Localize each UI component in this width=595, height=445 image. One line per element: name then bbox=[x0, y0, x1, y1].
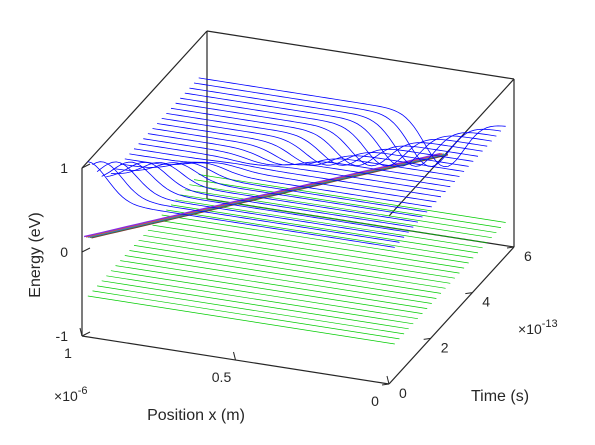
conduction-band-line bbox=[193, 82, 502, 167]
conduction-band-line bbox=[92, 161, 400, 243]
y-tick bbox=[506, 246, 515, 249]
y-tick bbox=[465, 292, 473, 295]
y-tick-label: 4 bbox=[482, 294, 490, 310]
box-edge bbox=[206, 30, 515, 80]
conduction-band-line bbox=[161, 118, 469, 167]
valence-band-line bbox=[115, 265, 423, 314]
valence-band-line bbox=[180, 194, 488, 244]
conduction-band-line bbox=[120, 162, 428, 213]
y-tick bbox=[423, 337, 431, 340]
conduction-band-line bbox=[198, 77, 506, 168]
valence-band-line bbox=[129, 250, 437, 299]
valence-band-line bbox=[175, 199, 483, 249]
y-axis-label: Time (s) bbox=[471, 388, 529, 405]
conduction-band-line bbox=[124, 158, 432, 208]
conduction-band-series bbox=[87, 77, 506, 248]
x-tick bbox=[233, 351, 236, 361]
valence-band-line bbox=[161, 214, 469, 264]
z-tick-label: 0 bbox=[60, 244, 68, 260]
x-exponent-base: 10 bbox=[62, 388, 78, 404]
valence-band-line bbox=[166, 209, 474, 259]
conduction-band-line bbox=[166, 113, 474, 166]
x-tick-label: 1 bbox=[64, 345, 72, 361]
svg-text:×10-13: ×10-13 bbox=[518, 318, 558, 337]
conduction-band-line bbox=[138, 143, 446, 193]
z-tick bbox=[81, 331, 91, 337]
x-tick bbox=[79, 327, 83, 337]
y-exponent-power: -13 bbox=[542, 318, 558, 330]
box-edge bbox=[81, 30, 208, 169]
valence-band-line bbox=[124, 255, 432, 304]
conduction-band-line bbox=[147, 133, 455, 182]
conduction-band-line bbox=[101, 161, 409, 233]
x-exponent-power: -6 bbox=[78, 385, 88, 397]
z-tick-label: -1 bbox=[56, 328, 69, 344]
x-tick-label: 0.5 bbox=[212, 369, 232, 385]
y-tick-label: 2 bbox=[441, 339, 449, 355]
valence-band-line bbox=[152, 224, 460, 274]
conduction-band-line bbox=[129, 153, 437, 203]
svg-text:×10-6: ×10-6 bbox=[54, 385, 88, 404]
valence-band-line bbox=[92, 290, 400, 340]
trajectory-line bbox=[89, 153, 447, 239]
z-tick-label: 1 bbox=[60, 160, 68, 176]
conduction-band-line bbox=[184, 92, 492, 167]
box-edge bbox=[388, 246, 515, 385]
valence-band-line bbox=[193, 179, 502, 228]
valence-band-line bbox=[138, 239, 446, 289]
conduction-band-line bbox=[189, 87, 497, 167]
valence-band-line bbox=[101, 280, 409, 330]
x-axis-label: Position x (m) bbox=[147, 407, 245, 424]
conduction-band-line bbox=[87, 161, 395, 248]
valence-band-series bbox=[87, 174, 506, 345]
valence-band-line bbox=[143, 234, 451, 284]
y-tick bbox=[381, 383, 390, 386]
conduction-band-line bbox=[133, 148, 442, 198]
trajectory-line bbox=[85, 153, 443, 238]
valence-band-line bbox=[198, 174, 506, 223]
y-tick-label: 6 bbox=[524, 248, 532, 264]
z-axis-label: Energy (eV) bbox=[27, 212, 44, 297]
valence-band-line bbox=[87, 295, 395, 345]
x-tick bbox=[386, 375, 390, 385]
conduction-band-line bbox=[175, 102, 483, 167]
conduction-band-line bbox=[170, 107, 479, 166]
valence-band-line bbox=[170, 204, 479, 254]
valence-band-line bbox=[120, 260, 428, 309]
y-exponent-base: 10 bbox=[526, 321, 542, 337]
conduction-band-line bbox=[96, 161, 405, 238]
valence-band-line bbox=[157, 219, 465, 269]
y-tick-label: 0 bbox=[399, 385, 407, 401]
valence-band-line bbox=[106, 275, 414, 325]
trajectory-line bbox=[83, 152, 441, 238]
y-axis-exponent: ×10-13 bbox=[518, 318, 558, 337]
electron-trajectory-series bbox=[83, 152, 449, 239]
conduction-band-line bbox=[152, 128, 460, 177]
z-tick bbox=[81, 163, 91, 169]
conduction-band-line bbox=[115, 162, 423, 218]
conduction-band-line bbox=[157, 123, 465, 172]
z-tick bbox=[81, 247, 91, 253]
x-tick-label: 0 bbox=[371, 393, 379, 409]
valence-band-line bbox=[147, 229, 455, 279]
valence-band-line bbox=[184, 189, 492, 239]
valence-band-line bbox=[189, 184, 497, 234]
valence-band-line bbox=[133, 245, 442, 294]
conduction-band-line bbox=[110, 162, 418, 223]
valence-band-line bbox=[97, 285, 405, 335]
valence-band-line bbox=[110, 270, 418, 320]
x-axis-exponent: ×10-6 bbox=[54, 385, 88, 404]
